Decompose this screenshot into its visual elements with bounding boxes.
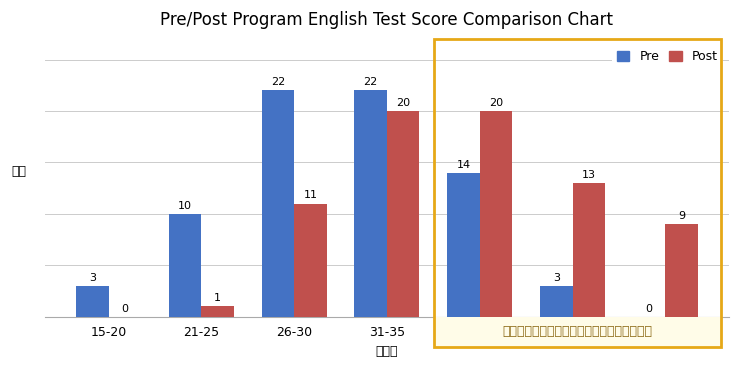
Bar (262, 90, 295, 317)
Bar (447, 173, 480, 317)
Text: 20: 20 (396, 98, 410, 108)
Bar (480, 111, 512, 317)
Text: 0: 0 (645, 304, 653, 314)
Text: 22: 22 (271, 77, 285, 87)
Text: 22: 22 (363, 77, 378, 87)
Bar (201, 306, 234, 317)
Text: 10: 10 (178, 201, 192, 211)
Legend: Pre, Post: Pre, Post (612, 45, 723, 68)
Text: 20: 20 (489, 98, 503, 108)
Title: Pre/Post Program English Test Score Comparison Chart: Pre/Post Program English Test Score Comp… (161, 11, 613, 29)
Y-axis label: 人数: 人数 (11, 165, 26, 178)
X-axis label: スコア: スコア (376, 345, 398, 358)
Text: 0: 0 (121, 304, 128, 314)
Bar (169, 214, 201, 317)
Bar (573, 183, 605, 317)
Text: 3: 3 (89, 273, 95, 283)
Bar (76, 286, 109, 317)
Text: 14: 14 (457, 159, 471, 170)
Text: 9: 9 (678, 211, 685, 221)
Bar (295, 204, 326, 317)
Bar (387, 111, 420, 317)
Text: 3: 3 (553, 273, 559, 283)
Text: 立命館大学の交換留学に必要な英語レベル層: 立命館大学の交換留学に必要な英語レベル層 (502, 325, 652, 338)
Text: 1: 1 (214, 293, 221, 303)
Bar (540, 286, 573, 317)
Text: 13: 13 (582, 170, 596, 180)
Bar (665, 224, 698, 317)
Text: 11: 11 (303, 190, 317, 200)
Bar (354, 90, 387, 317)
